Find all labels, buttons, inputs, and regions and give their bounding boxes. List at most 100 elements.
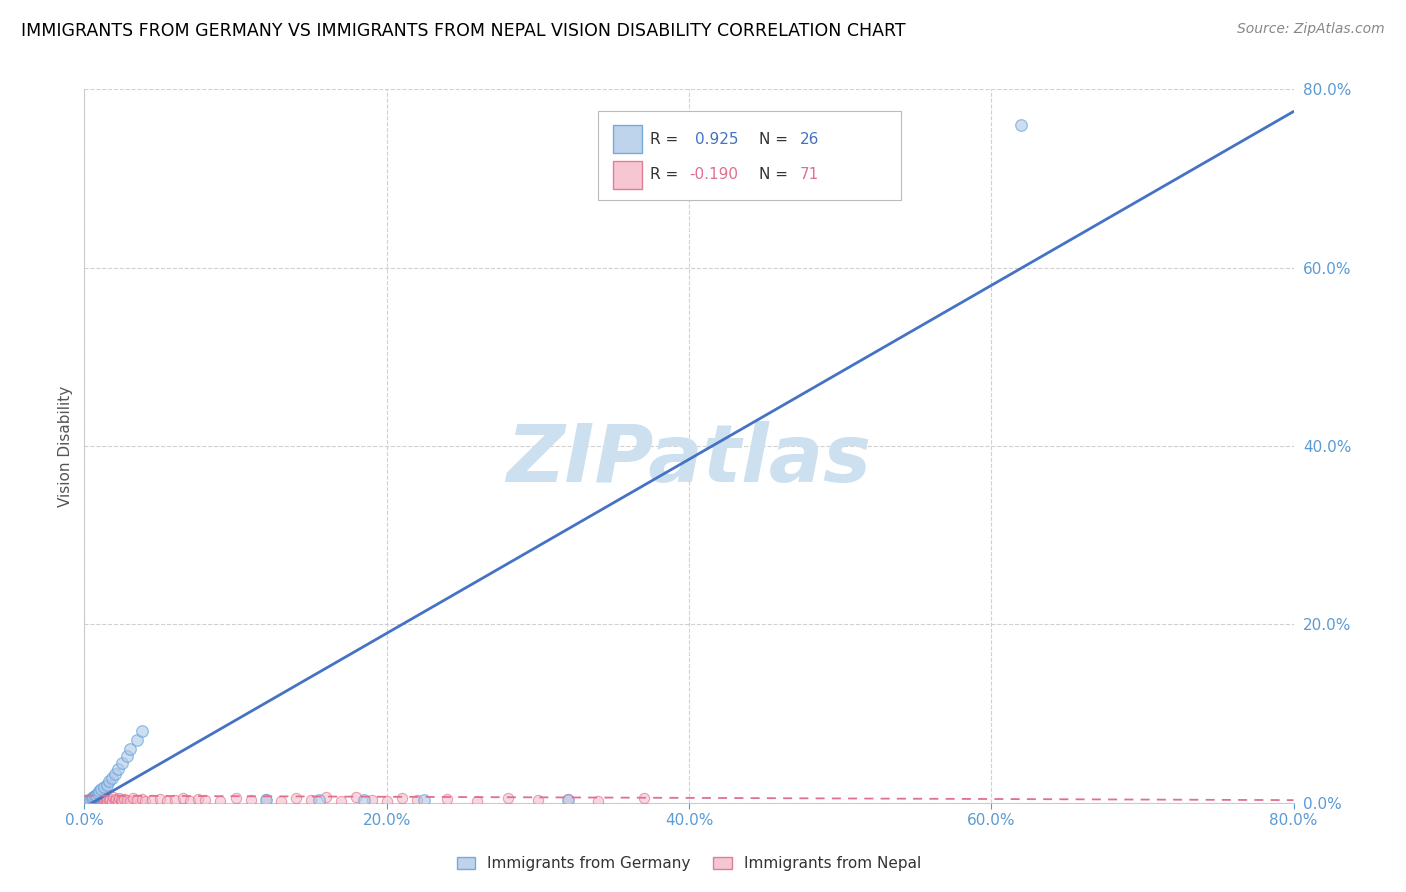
Point bbox=[633, 791, 655, 805]
Point bbox=[96, 794, 118, 808]
Point bbox=[115, 749, 138, 764]
Point bbox=[1010, 118, 1032, 132]
FancyBboxPatch shape bbox=[613, 161, 641, 189]
Point bbox=[467, 794, 489, 808]
Point bbox=[179, 794, 201, 808]
Point bbox=[121, 791, 143, 805]
Point bbox=[98, 792, 121, 806]
Point bbox=[557, 792, 579, 806]
Point bbox=[254, 793, 277, 807]
Point bbox=[225, 791, 247, 805]
Point bbox=[105, 792, 128, 806]
Point bbox=[75, 794, 97, 808]
Point bbox=[80, 791, 103, 805]
Point bbox=[172, 791, 194, 805]
Point bbox=[82, 793, 104, 807]
Point bbox=[315, 790, 337, 805]
Point bbox=[96, 778, 118, 792]
Point bbox=[330, 794, 353, 808]
FancyBboxPatch shape bbox=[599, 111, 901, 200]
Point bbox=[93, 780, 115, 794]
Point bbox=[254, 792, 277, 806]
Point bbox=[141, 793, 163, 807]
Point bbox=[131, 724, 153, 739]
Point bbox=[86, 791, 108, 805]
Point bbox=[107, 762, 129, 776]
Point bbox=[80, 794, 103, 808]
Point bbox=[84, 792, 107, 806]
Point bbox=[87, 786, 110, 800]
Point bbox=[77, 795, 100, 809]
Point bbox=[353, 793, 375, 807]
Point bbox=[406, 793, 429, 807]
Point bbox=[76, 793, 98, 807]
Point bbox=[89, 793, 111, 807]
Point bbox=[104, 793, 127, 807]
Point bbox=[86, 788, 108, 802]
Point bbox=[91, 790, 114, 805]
Text: 0.925: 0.925 bbox=[695, 132, 738, 146]
Text: 26: 26 bbox=[800, 132, 820, 146]
Point bbox=[239, 793, 262, 807]
Point bbox=[87, 794, 110, 808]
Point bbox=[108, 791, 131, 805]
Point bbox=[84, 789, 107, 803]
Point bbox=[96, 791, 118, 805]
FancyBboxPatch shape bbox=[613, 125, 641, 153]
Point bbox=[90, 794, 112, 808]
Point bbox=[118, 742, 141, 756]
Point bbox=[118, 794, 141, 808]
Point bbox=[588, 794, 610, 808]
Point bbox=[209, 794, 232, 808]
Point bbox=[107, 794, 129, 808]
Point bbox=[79, 793, 101, 807]
Point bbox=[90, 791, 112, 805]
Text: IMMIGRANTS FROM GERMANY VS IMMIGRANTS FROM NEPAL VISION DISABILITY CORRELATION C: IMMIGRANTS FROM GERMANY VS IMMIGRANTS FR… bbox=[21, 22, 905, 40]
Point bbox=[496, 791, 519, 805]
Point bbox=[127, 793, 149, 807]
Point bbox=[375, 794, 398, 808]
Point bbox=[284, 791, 308, 805]
Text: R =: R = bbox=[650, 132, 679, 146]
Point bbox=[91, 793, 114, 807]
Point bbox=[526, 793, 548, 807]
Point bbox=[134, 794, 156, 808]
Point bbox=[97, 793, 120, 807]
Point bbox=[93, 794, 115, 808]
Y-axis label: Vision Disability: Vision Disability bbox=[58, 385, 73, 507]
Point bbox=[111, 756, 134, 770]
Point bbox=[86, 793, 108, 807]
Point bbox=[436, 792, 458, 806]
Point bbox=[346, 789, 368, 804]
Point bbox=[110, 793, 132, 807]
Point bbox=[115, 793, 138, 807]
Point bbox=[299, 793, 322, 807]
Point bbox=[80, 791, 103, 805]
Point bbox=[87, 790, 110, 805]
Point bbox=[89, 784, 111, 798]
Point bbox=[76, 794, 98, 808]
Text: R =: R = bbox=[650, 168, 679, 182]
Point bbox=[308, 793, 330, 807]
Point bbox=[90, 782, 112, 797]
Point bbox=[360, 793, 382, 807]
Point bbox=[104, 767, 127, 781]
Point bbox=[100, 771, 122, 785]
Point bbox=[111, 794, 134, 808]
Text: N =: N = bbox=[759, 132, 789, 146]
Point bbox=[194, 793, 217, 807]
Point bbox=[149, 792, 172, 806]
Text: -0.190: -0.190 bbox=[689, 168, 738, 182]
Point bbox=[101, 790, 124, 805]
Legend: Immigrants from Germany, Immigrants from Nepal: Immigrants from Germany, Immigrants from… bbox=[450, 850, 928, 877]
Point bbox=[97, 773, 120, 788]
Text: Source: ZipAtlas.com: Source: ZipAtlas.com bbox=[1237, 22, 1385, 37]
Point bbox=[163, 793, 186, 807]
Point bbox=[557, 793, 579, 807]
Point bbox=[79, 792, 101, 806]
Point bbox=[89, 789, 111, 804]
Point bbox=[94, 793, 117, 807]
Text: 71: 71 bbox=[800, 168, 820, 182]
Point bbox=[112, 792, 135, 806]
Text: N =: N = bbox=[759, 168, 789, 182]
